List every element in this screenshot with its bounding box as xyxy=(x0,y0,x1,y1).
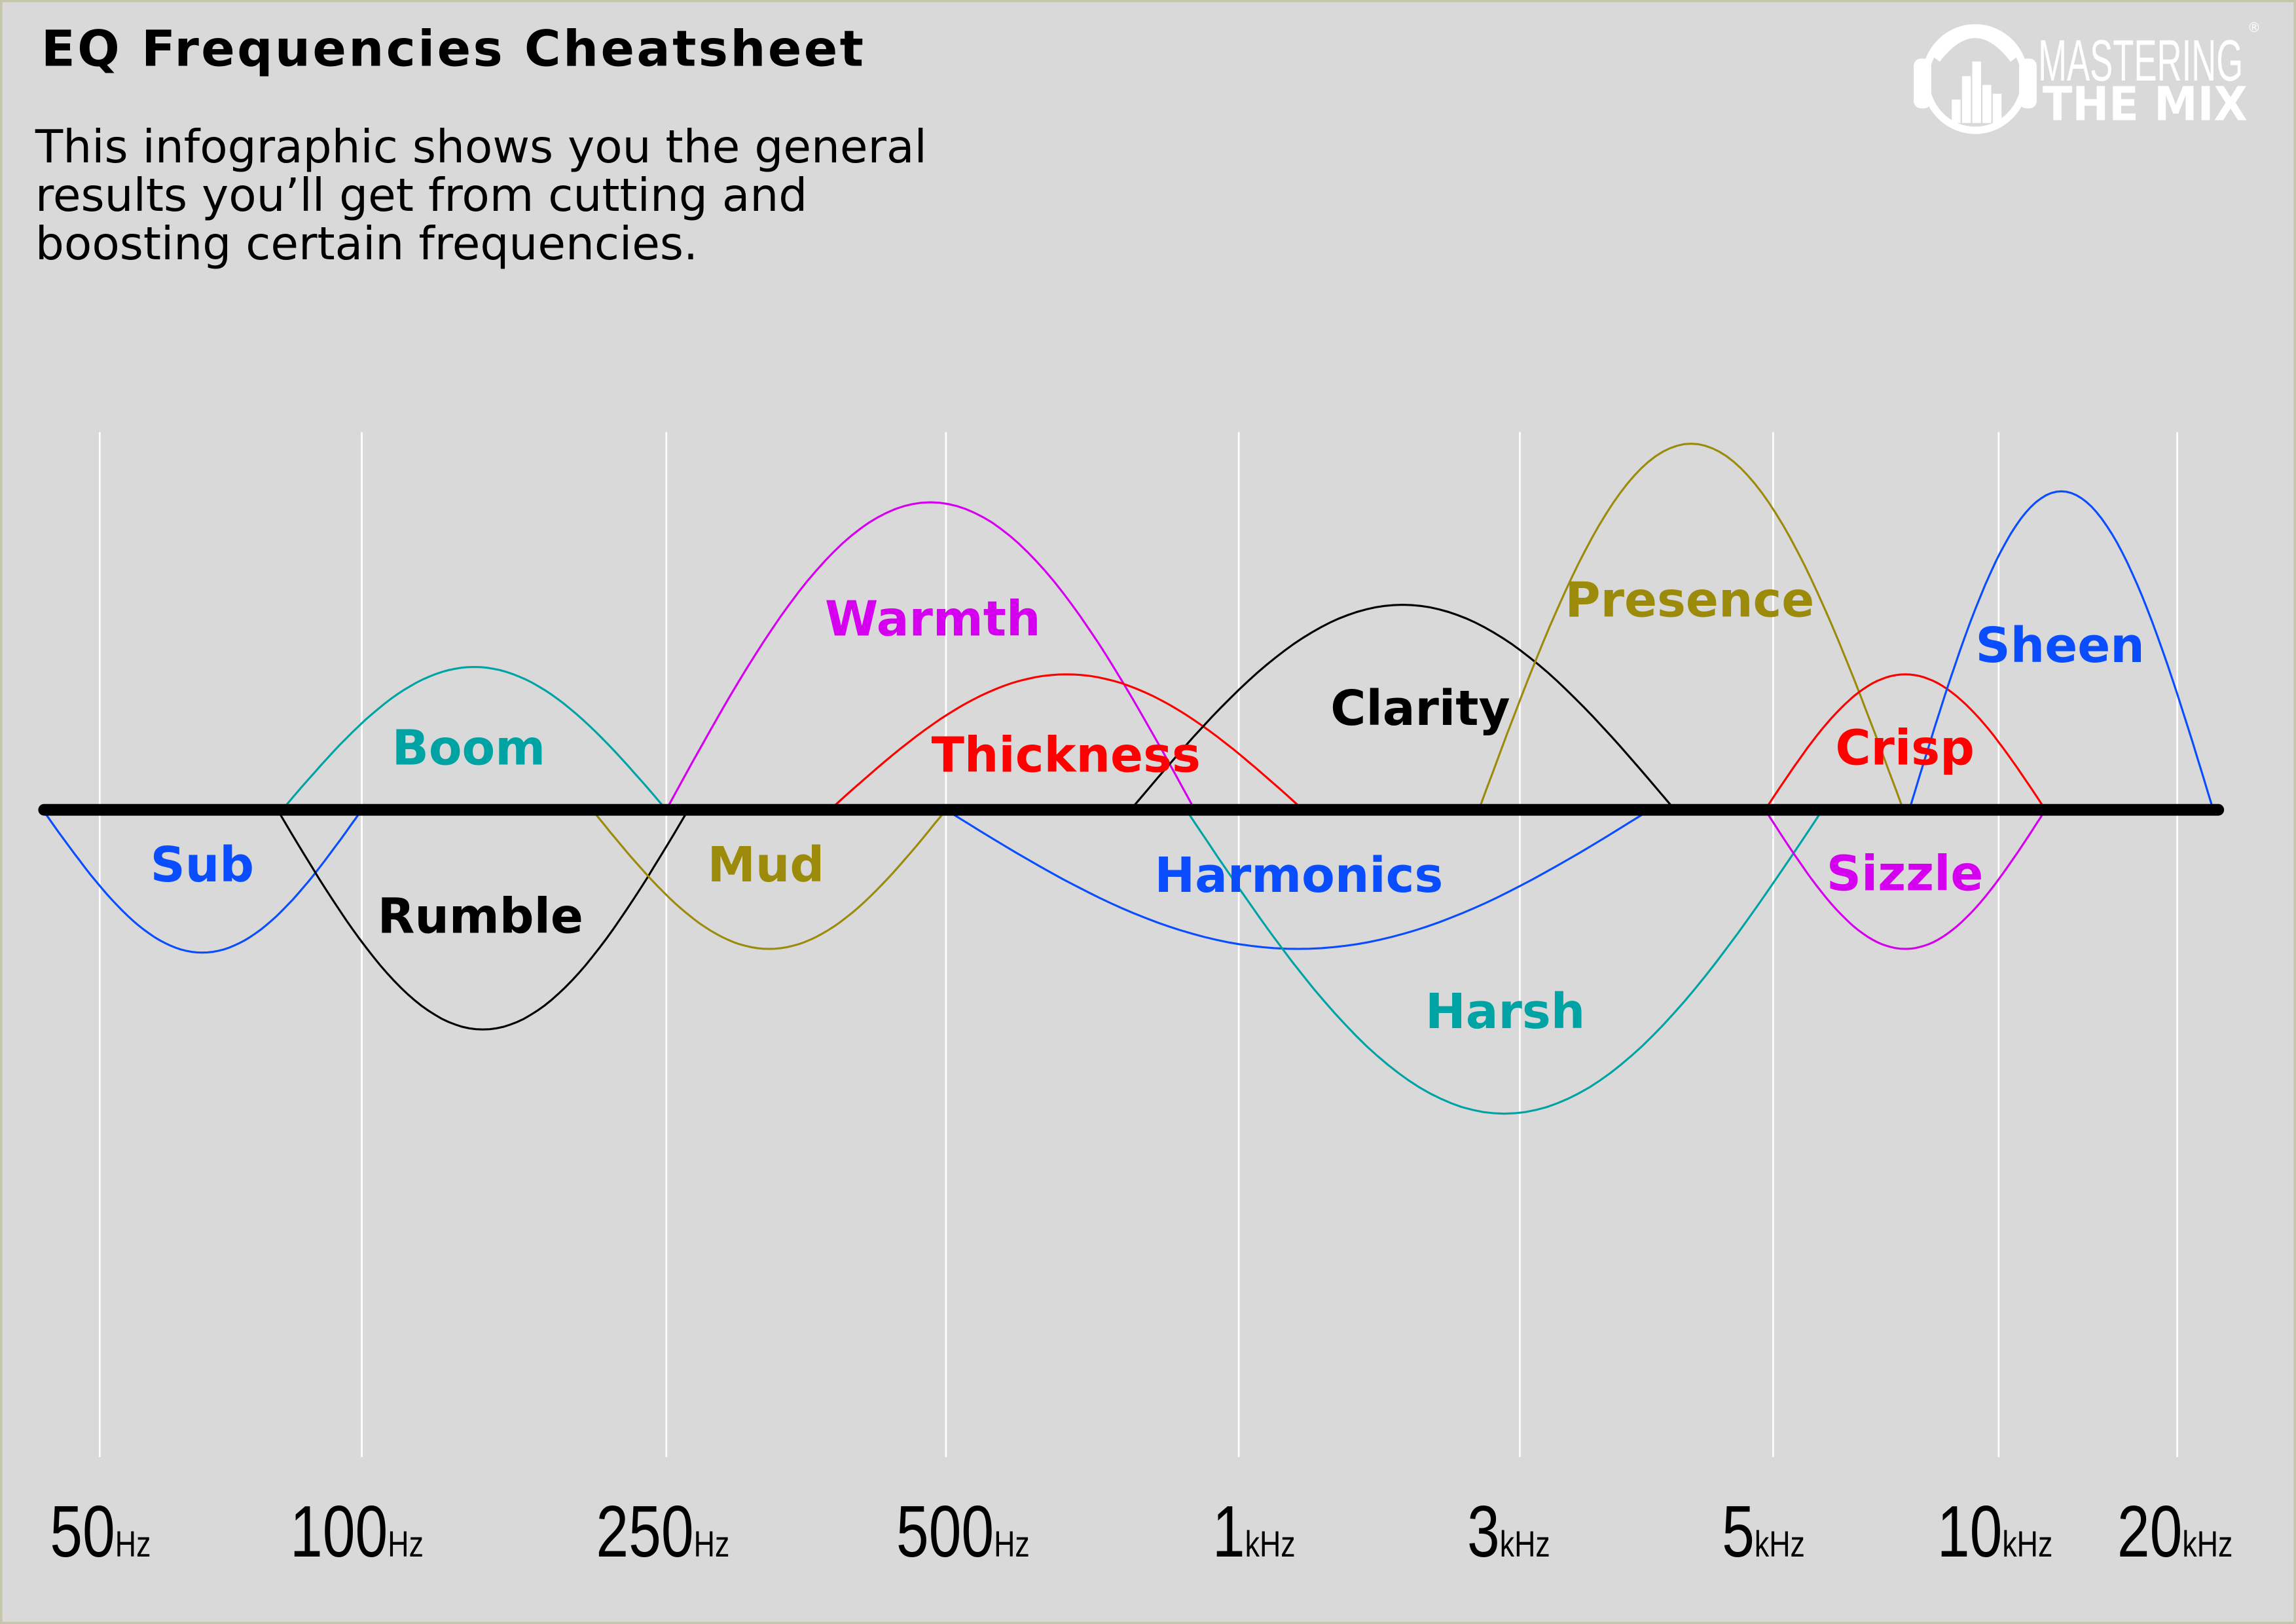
band-label-crisp: Crisp xyxy=(1835,720,1975,776)
tick-value: 100 xyxy=(290,1491,388,1573)
band-label-boom: Boom xyxy=(392,720,545,776)
band-curve-presence xyxy=(1478,443,1904,811)
tick-unit: Hz xyxy=(694,1523,730,1564)
tick-value: 3 xyxy=(1467,1491,1500,1573)
tick-unit: kHz xyxy=(2002,1523,2052,1564)
band-label-clarity: Clarity xyxy=(1330,681,1510,737)
tick-value: 1 xyxy=(1212,1491,1245,1573)
registered-mark: ® xyxy=(2248,20,2261,35)
headphones-equalizer-icon xyxy=(1914,24,2037,134)
tick-label: 10kHz xyxy=(1937,1491,2053,1573)
band-curve-rumble xyxy=(276,809,689,1031)
band-label-presence: Presence xyxy=(1565,572,1815,628)
band-label-harmonics: Harmonics xyxy=(1154,848,1443,904)
tick-label: 3kHz xyxy=(1467,1491,1550,1573)
band-label-warmth: Warmth xyxy=(825,592,1041,648)
tick-value: 500 xyxy=(896,1491,994,1573)
tick-unit: kHz xyxy=(2182,1523,2232,1564)
page-title: EQ Frequencies Cheatsheet xyxy=(41,20,866,78)
logo-text-mastering: MASTERING xyxy=(2038,28,2243,93)
tick-unit: Hz xyxy=(994,1523,1030,1564)
logo-text-the-mix: THE MIX xyxy=(2043,77,2248,131)
tick-label: 20kHz xyxy=(2117,1491,2233,1573)
band-curve-warmth xyxy=(665,501,1196,811)
band-label-thickness: Thickness xyxy=(932,728,1201,784)
tick-label: 5kHz xyxy=(1722,1491,1805,1573)
tick-label: 250Hz xyxy=(596,1491,729,1573)
tick-unit: Hz xyxy=(115,1523,151,1564)
tick-unit: Hz xyxy=(388,1523,424,1564)
band-curve-thickness xyxy=(829,673,1304,811)
tick-label: 500Hz xyxy=(896,1491,1030,1573)
band-curve-sheen xyxy=(1908,490,2215,811)
tick-unit: kHz xyxy=(1500,1523,1550,1564)
band-curve-sub xyxy=(42,809,363,954)
tick-label: 1kHz xyxy=(1212,1491,1296,1573)
description-line: results you’ll get from cutting and xyxy=(35,170,807,222)
band-labels: Sub Boom Rumble Mud Warmth Thickness Harmonics… xyxy=(151,572,2145,1039)
band-curves xyxy=(42,443,2215,1115)
band-label-rumble: Rumble xyxy=(378,889,583,944)
band-curve-mud xyxy=(591,809,947,950)
band-curve-boom xyxy=(281,666,667,811)
band-label-sheen: Sheen xyxy=(1976,618,2145,674)
tick-value: 5 xyxy=(1722,1491,1755,1573)
band-label-sizzle: Sizzle xyxy=(1827,847,1984,902)
band-curve-harmonics xyxy=(945,809,1651,950)
band-label-harsh: Harsh xyxy=(1425,984,1585,1040)
tick-value: 250 xyxy=(596,1491,693,1573)
frequency-gridlines xyxy=(99,432,2178,1458)
band-label-sub: Sub xyxy=(151,838,254,893)
description-line: This infographic shows you the general xyxy=(35,121,927,174)
tick-value: 20 xyxy=(2117,1491,2182,1573)
description-line: boosting certain frequencies. xyxy=(35,218,698,270)
tick-value: 10 xyxy=(1937,1491,2002,1573)
band-curve-sizzle xyxy=(1764,809,2047,950)
band-curve-clarity xyxy=(1129,604,1676,811)
tick-label: 50Hz xyxy=(50,1491,151,1573)
band-curve-crisp xyxy=(1764,673,2047,811)
tick-label: 100Hz xyxy=(290,1491,424,1573)
tick-unit: kHz xyxy=(1755,1523,1805,1564)
frequency-axis-labels: 50Hz 100Hz 250Hz 500Hz 1kHz 3kHz 5kHz 10kHz 20kH… xyxy=(50,1491,2232,1573)
tick-unit: kHz xyxy=(1245,1523,1296,1564)
band-curve-harsh xyxy=(1185,809,1824,1115)
band-label-mud: Mud xyxy=(707,838,824,893)
tick-value: 50 xyxy=(50,1491,115,1573)
logo: MASTERING ® THE MIX xyxy=(1914,20,2261,134)
